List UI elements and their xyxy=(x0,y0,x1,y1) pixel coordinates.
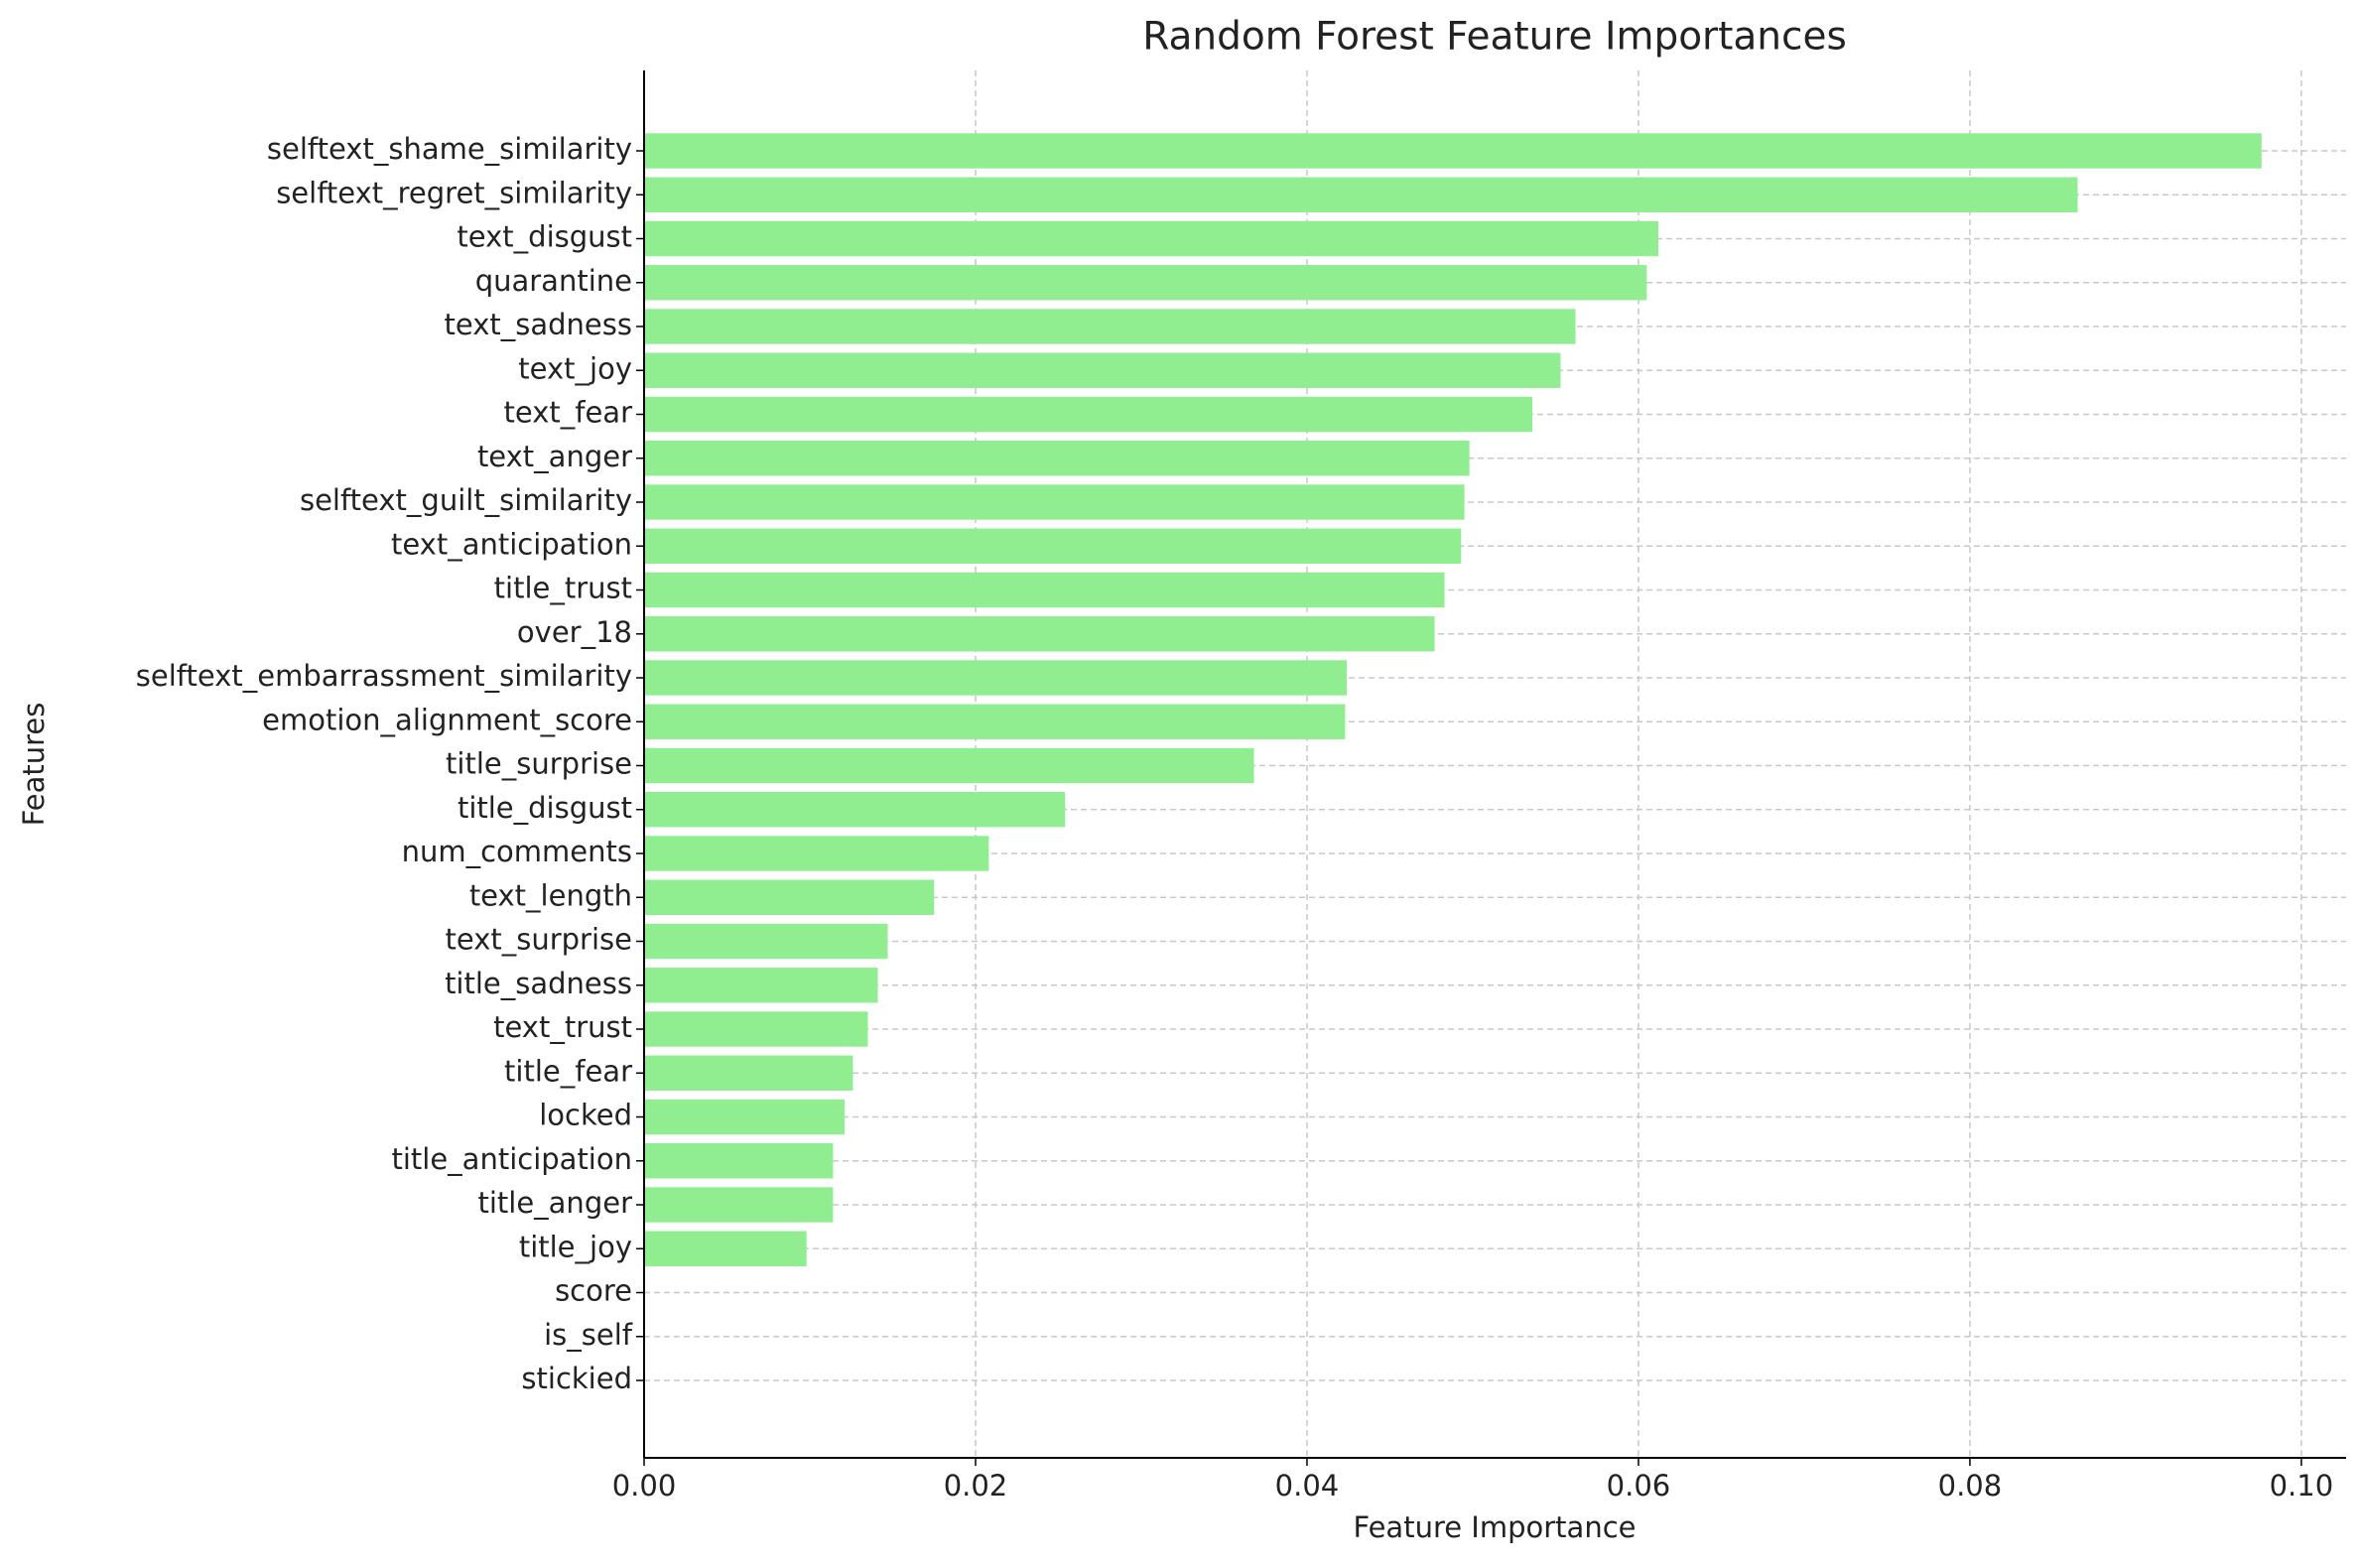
y-tick-label: is_self xyxy=(544,1318,633,1352)
y-tick-label: num_comments xyxy=(402,835,632,868)
x-tick-label: 0.10 xyxy=(2270,1469,2334,1503)
bar xyxy=(644,220,1658,257)
bar xyxy=(644,265,1647,301)
bar xyxy=(644,836,989,871)
y-tick-label: text_disgust xyxy=(457,220,632,254)
y-tick-label: stickied xyxy=(521,1362,632,1395)
bar xyxy=(644,352,1561,388)
bar xyxy=(644,879,935,915)
x-tick-label: 0.04 xyxy=(1275,1469,1340,1503)
y-tick-label: title_joy xyxy=(519,1230,632,1263)
bar xyxy=(644,747,1254,784)
y-axis-label: Features xyxy=(17,703,51,827)
bar xyxy=(644,1055,853,1091)
y-tick-label: text_anticipation xyxy=(391,527,632,561)
bar xyxy=(644,1099,846,1135)
bar xyxy=(644,441,1470,476)
y-tick-label: text_length xyxy=(469,878,632,912)
bar xyxy=(644,792,1066,828)
y-tick-label: text_sadness xyxy=(445,308,632,341)
y-tick-label: title_surprise xyxy=(446,747,632,781)
y-tick-label: title_disgust xyxy=(458,791,632,825)
x-tick-label: 0.02 xyxy=(944,1469,1008,1503)
y-tick-label: title_fear xyxy=(504,1054,632,1088)
y-tick-label: text_joy xyxy=(518,351,632,385)
y-tick-label: text_surprise xyxy=(446,923,633,957)
y-tick-label: over_18 xyxy=(517,615,632,649)
y-tick-label: selftext_regret_similarity xyxy=(276,176,632,209)
bar xyxy=(644,1187,834,1223)
y-tick-label: selftext_guilt_similarity xyxy=(300,483,632,517)
bar xyxy=(644,1011,868,1047)
x-tick-label: 0.08 xyxy=(1938,1469,2003,1503)
y-tick-label: text_trust xyxy=(493,1010,632,1044)
bar xyxy=(644,1143,834,1179)
y-tick-label: emotion_alignment_score xyxy=(262,703,632,736)
y-tick-label: text_fear xyxy=(504,396,633,430)
bar xyxy=(644,1231,807,1266)
y-tick-label: text_anger xyxy=(477,440,632,473)
bar xyxy=(644,177,2078,212)
bar xyxy=(644,968,878,1003)
bar xyxy=(644,484,1465,520)
bar xyxy=(644,396,1533,433)
y-tick-label: selftext_embarrassment_similarity xyxy=(136,659,632,693)
bar xyxy=(644,528,1462,564)
bar xyxy=(644,572,1445,608)
bar xyxy=(644,923,888,960)
y-tick-label: title_sadness xyxy=(445,967,632,1000)
bar xyxy=(644,309,1576,344)
bar xyxy=(644,616,1435,652)
bar xyxy=(644,660,1348,696)
y-tick-label: score xyxy=(555,1274,632,1308)
y-tick-label: title_anger xyxy=(477,1186,632,1220)
y-tick-label: locked xyxy=(539,1099,632,1132)
bar xyxy=(644,704,1346,739)
bar xyxy=(644,133,2262,169)
x-tick-label: 0.00 xyxy=(612,1469,677,1503)
x-tick-label: 0.06 xyxy=(1607,1469,1671,1503)
chart-title: Random Forest Feature Importances xyxy=(1142,15,1847,60)
y-tick-label: title_anticipation xyxy=(391,1142,632,1176)
x-axis-label: Feature Importance xyxy=(1354,1510,1637,1544)
y-tick-label: title_trust xyxy=(494,572,632,605)
y-tick-label: quarantine xyxy=(475,264,632,298)
y-tick-label: selftext_shame_similarity xyxy=(267,132,632,166)
